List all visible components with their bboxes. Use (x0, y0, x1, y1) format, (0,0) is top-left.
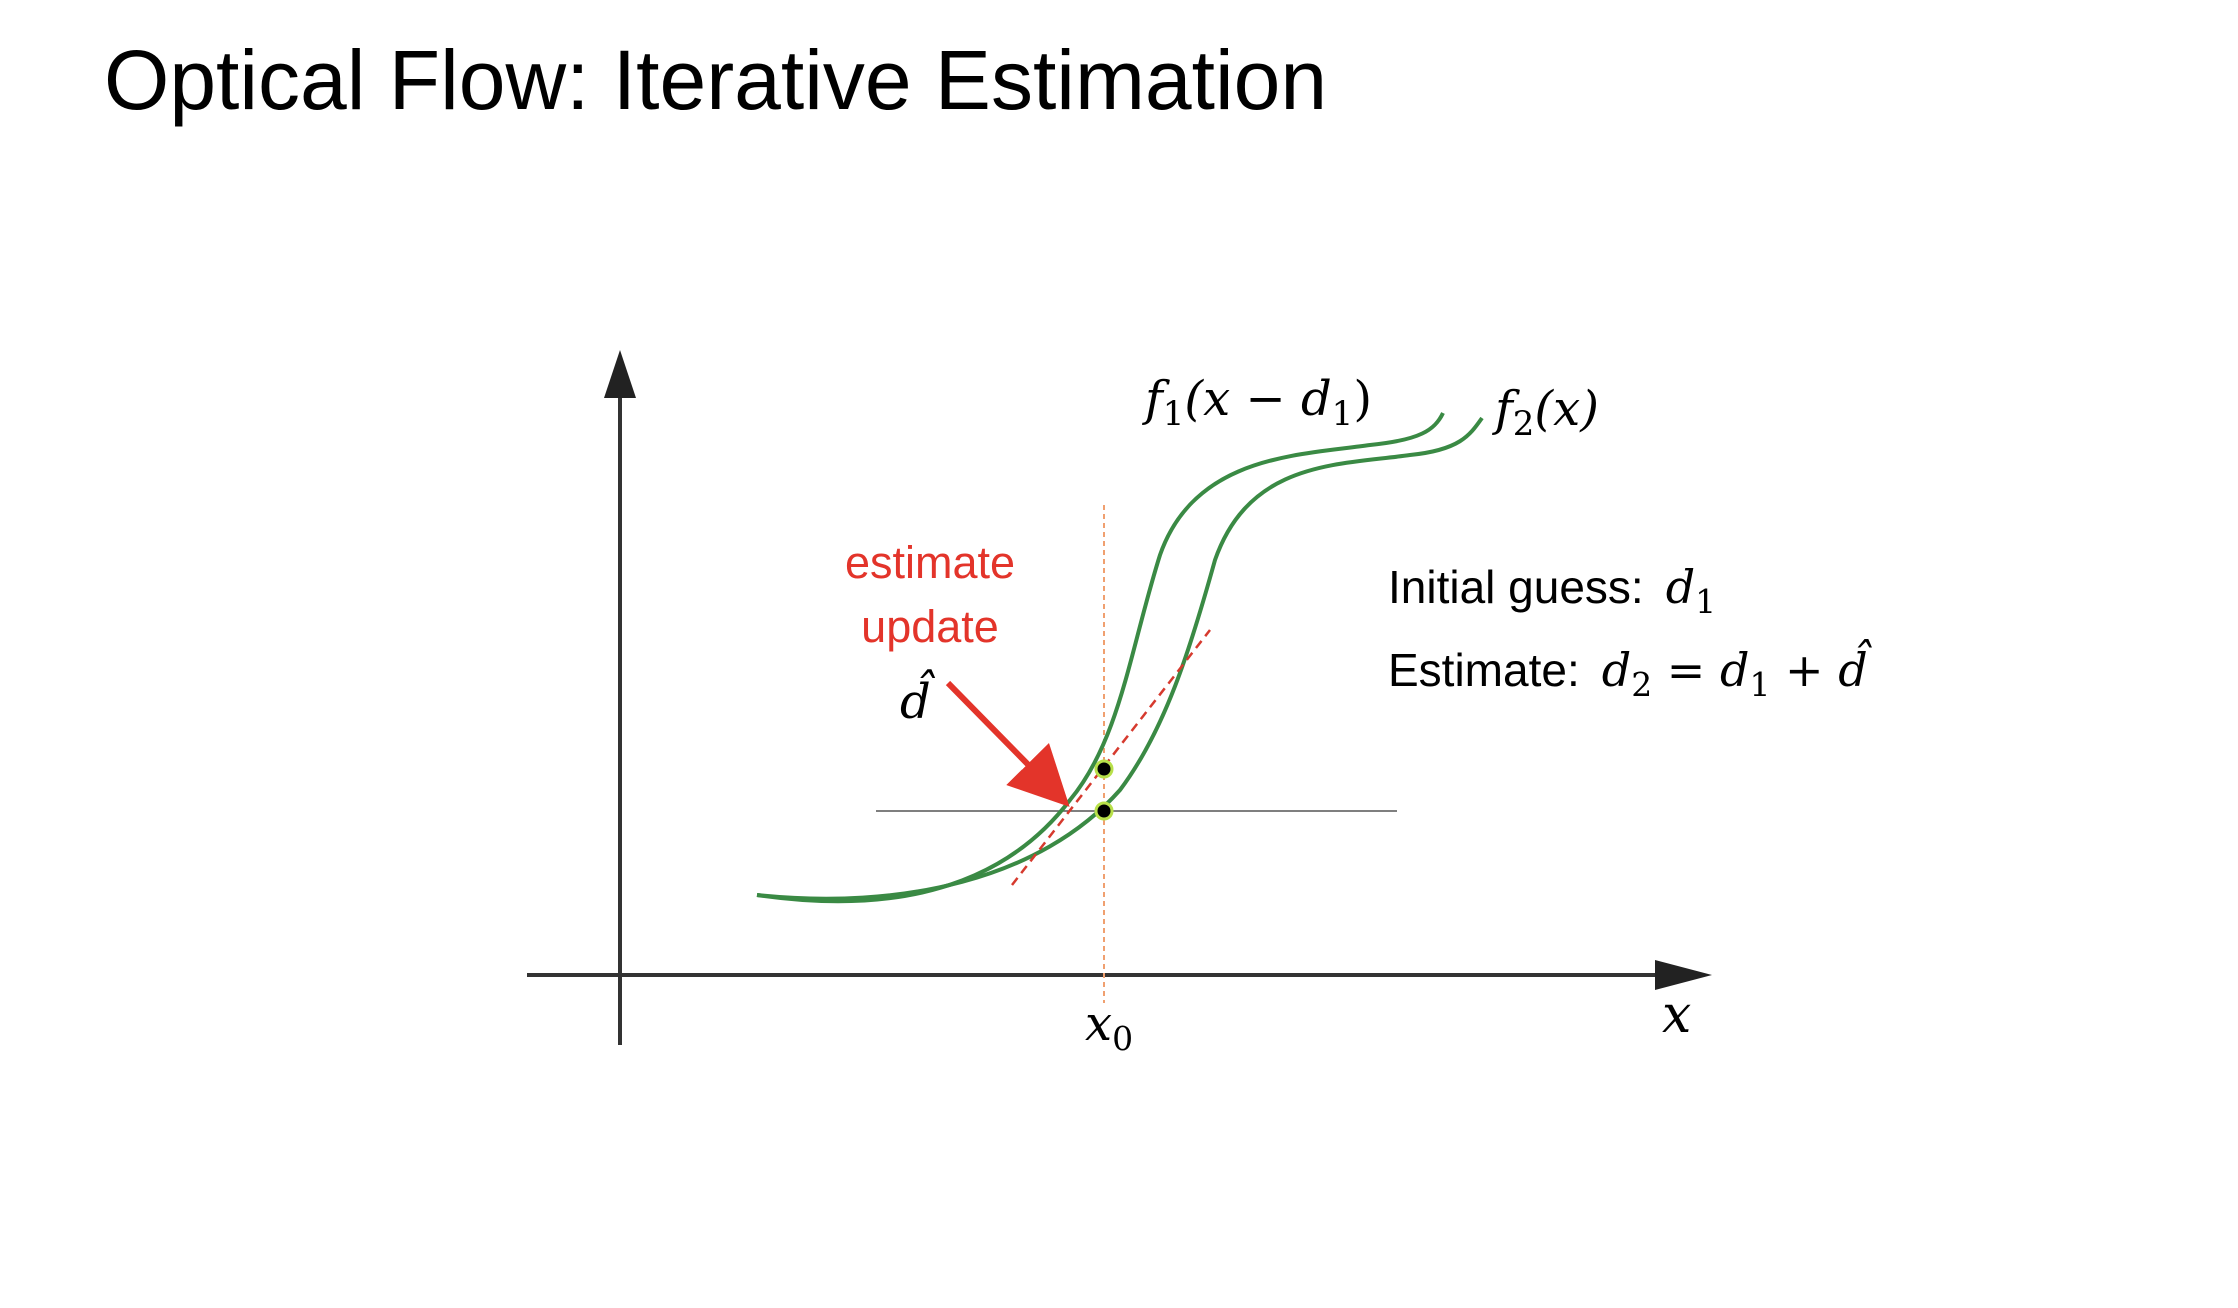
point-f1-at-x0 (1094, 759, 1114, 779)
update-label-line1: estimate (845, 537, 1015, 588)
initial-guess-line: Initial guess: d1 (1388, 560, 1716, 621)
curve-f1-shifted (756, 412, 1445, 904)
curve-f2-label: f2(x) (1492, 381, 1599, 444)
update-symbol: d̂ (900, 669, 936, 730)
curve-f1-label: f1(x − d1) (1142, 371, 1372, 434)
point-f2-at-x0 (1094, 801, 1114, 821)
slide-title: Optical Flow: Iterative Estimation (104, 33, 1328, 127)
x-axis-label: x (1662, 985, 1691, 1045)
y-axis-arrowhead (604, 350, 636, 398)
curve-f2 (756, 416, 1484, 901)
x0-label: x0 (1085, 996, 1133, 1058)
estimate-line: Estimate: d2 = d1 + d̂ (1388, 638, 1872, 704)
update-label-line2: update (861, 601, 999, 652)
tangent-line (1011, 629, 1211, 886)
x-axis-arrowhead (1655, 960, 1712, 990)
update-arrow (945, 680, 1070, 807)
